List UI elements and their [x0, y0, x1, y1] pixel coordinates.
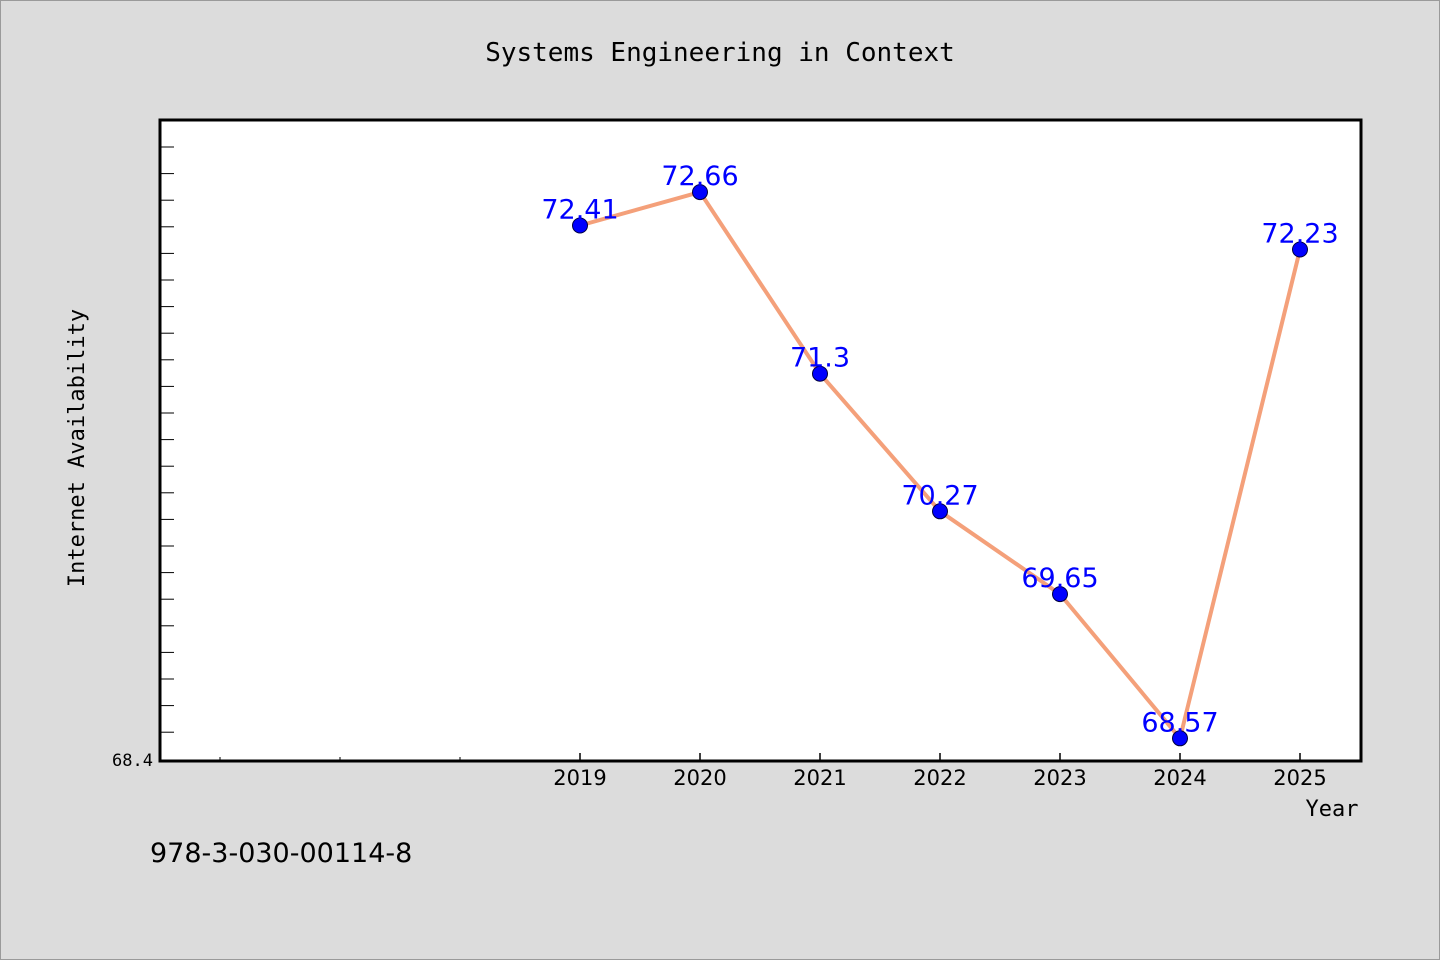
- data-point: [932, 503, 948, 520]
- x-tick-label: 2023: [1033, 766, 1086, 790]
- x-tick-label: 2019: [553, 766, 606, 790]
- data-point: [812, 365, 828, 382]
- data-point: [1172, 730, 1188, 747]
- x-axis-ticks: 2019 2020 2021 2022 2023 2024 2025: [219, 753, 1327, 790]
- data-point: [572, 217, 588, 234]
- data-point: [1292, 241, 1308, 258]
- series-layer: 72.41 72.66 71.3 70.27 69.65 68.57 72.23: [541, 161, 1339, 747]
- x-tick-label: 2025: [1273, 766, 1326, 790]
- chart-title: Systems Engineering in Context: [485, 38, 955, 68]
- x-tick-label: 2021: [793, 766, 846, 790]
- data-label: 68.57: [1141, 707, 1218, 738]
- plot-area: [160, 120, 1361, 761]
- isbn-text: 978-3-030-00114-8: [150, 838, 412, 869]
- data-label: 72.23: [1261, 219, 1338, 250]
- data-point: [1052, 586, 1068, 603]
- data-label: 70.27: [901, 480, 978, 511]
- y-axis-ticks: [160, 146, 174, 733]
- plot-border: [158, 118, 1363, 763]
- x-tick-label: 2020: [673, 766, 726, 790]
- data-label: 72.41: [541, 195, 618, 226]
- x-tick-label: 2022: [913, 766, 966, 790]
- data-label: 72.66: [661, 161, 738, 192]
- y-axis-title: Internet Availability: [65, 309, 90, 587]
- x-tick-label: 2024: [1153, 766, 1206, 790]
- y-tick-label-min: 68.4: [112, 751, 153, 771]
- data-point: [692, 184, 708, 201]
- x-axis-title: Year: [1306, 797, 1359, 822]
- data-label: 69.65: [1021, 563, 1098, 594]
- data-label: 71.3: [790, 343, 850, 374]
